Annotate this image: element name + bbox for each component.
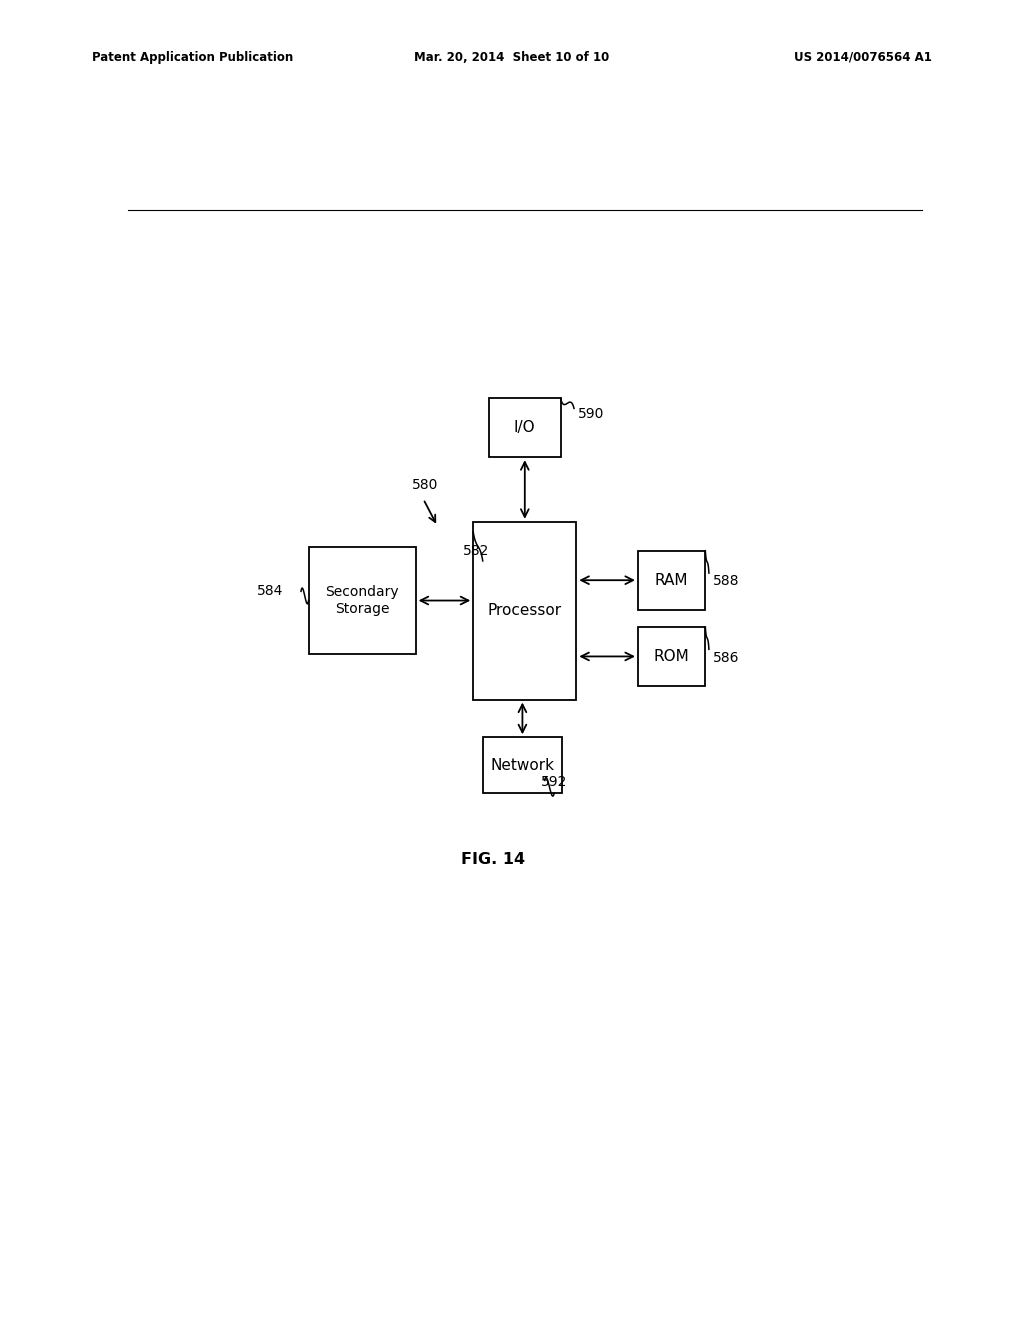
Text: US 2014/0076564 A1: US 2014/0076564 A1 bbox=[794, 50, 932, 63]
Text: 580: 580 bbox=[412, 478, 438, 492]
Bar bbox=[489, 399, 560, 457]
Text: I/O: I/O bbox=[514, 420, 536, 436]
Text: 586: 586 bbox=[713, 651, 739, 664]
Text: 588: 588 bbox=[713, 574, 739, 589]
Bar bbox=[638, 627, 706, 686]
Text: 582: 582 bbox=[463, 544, 489, 558]
Text: Processor: Processor bbox=[487, 603, 562, 618]
Text: Patent Application Publication: Patent Application Publication bbox=[92, 50, 294, 63]
Text: Mar. 20, 2014  Sheet 10 of 10: Mar. 20, 2014 Sheet 10 of 10 bbox=[415, 50, 609, 63]
Text: FIG. 14: FIG. 14 bbox=[461, 853, 525, 867]
Bar bbox=[308, 548, 416, 653]
Text: 590: 590 bbox=[578, 407, 604, 421]
Text: RAM: RAM bbox=[655, 573, 688, 587]
Bar bbox=[482, 738, 562, 793]
Text: 584: 584 bbox=[257, 585, 284, 598]
Text: Secondary
Storage: Secondary Storage bbox=[326, 586, 399, 615]
Bar bbox=[473, 521, 577, 700]
Text: Network: Network bbox=[490, 758, 554, 772]
Text: 592: 592 bbox=[541, 775, 567, 789]
Bar bbox=[638, 550, 706, 610]
Text: ROM: ROM bbox=[653, 649, 689, 664]
